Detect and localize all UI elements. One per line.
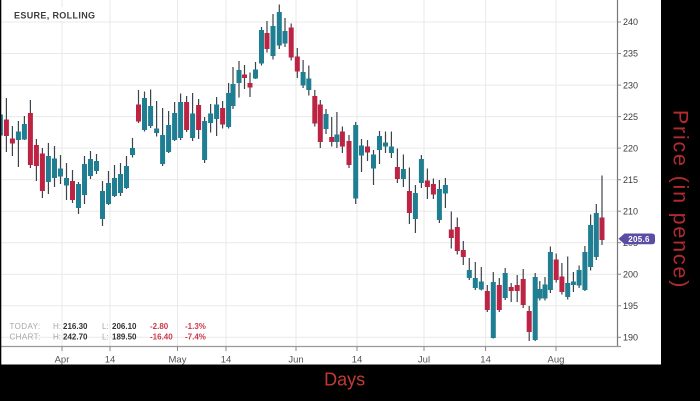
svg-text:240: 240	[623, 17, 638, 27]
svg-text:14: 14	[480, 355, 491, 366]
svg-text:-2.80: -2.80	[150, 322, 169, 331]
svg-text:189.50: 189.50	[112, 333, 137, 342]
svg-text:ESURE, ROLLING: ESURE, ROLLING	[14, 10, 95, 20]
svg-text:Price (in pence): Price (in pence)	[669, 110, 693, 289]
svg-text:14: 14	[221, 355, 232, 366]
svg-text:Jul: Jul	[418, 355, 430, 366]
svg-text:220: 220	[623, 143, 638, 153]
svg-text:Days: Days	[324, 370, 365, 390]
svg-text:May: May	[169, 355, 187, 366]
svg-text:Jun: Jun	[288, 355, 303, 366]
svg-text:200: 200	[623, 269, 638, 279]
svg-text:216.30: 216.30	[63, 322, 88, 331]
svg-text:14: 14	[352, 355, 363, 366]
svg-text:-16.40: -16.40	[150, 333, 173, 342]
svg-text:242.70: 242.70	[63, 333, 88, 342]
svg-text:-1.3%: -1.3%	[185, 322, 206, 331]
svg-text:-7.4%: -7.4%	[185, 333, 206, 342]
svg-text:L:: L:	[102, 333, 109, 342]
svg-text:Aug: Aug	[548, 355, 565, 366]
svg-text:195: 195	[623, 301, 638, 311]
svg-text:205.6: 205.6	[628, 235, 650, 244]
svg-text:H:: H:	[53, 333, 61, 342]
svg-text:235: 235	[623, 49, 638, 59]
svg-text:H:: H:	[53, 322, 61, 331]
svg-text:225: 225	[623, 112, 638, 122]
svg-text:14: 14	[105, 355, 116, 366]
svg-text:210: 210	[623, 206, 638, 216]
svg-text:215: 215	[623, 175, 638, 185]
svg-text:CHART:: CHART:	[10, 333, 41, 342]
svg-text:206.10: 206.10	[112, 322, 137, 331]
svg-text:230: 230	[623, 80, 638, 90]
svg-text:L:: L:	[102, 322, 109, 331]
svg-text:190: 190	[623, 333, 638, 343]
svg-text:Apr: Apr	[55, 355, 70, 366]
svg-text:TODAY:: TODAY:	[10, 322, 41, 331]
